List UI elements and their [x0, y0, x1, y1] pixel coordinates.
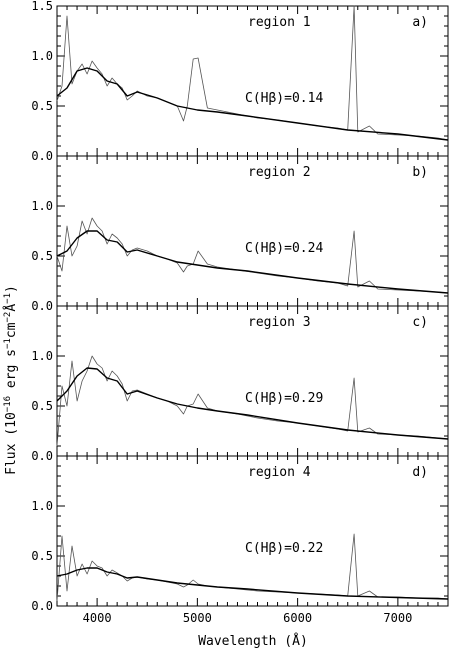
- y-tick-label: 0.5: [31, 249, 53, 263]
- panel-letter: a): [412, 15, 428, 30]
- x-axis-title: Wavelength (Å): [198, 633, 308, 649]
- panel-2: 0.0 0.5 1.0 region 2 b) C(Hβ)=0.24: [31, 155, 449, 313]
- y-tick-label: 1.5: [31, 0, 53, 13]
- model-spectrum: [56, 367, 449, 440]
- model-spectrum: [56, 67, 449, 141]
- extinction-label: C(Hβ)=0.24: [245, 241, 323, 256]
- x-tick-label: 4000: [83, 611, 112, 625]
- y-tick-label: 0.5: [31, 99, 53, 113]
- y-title-cm: cm: [4, 322, 19, 338]
- panel-3: 0.0 0.5 1.0 region 3 c) C(Hβ)=0.29: [31, 305, 449, 463]
- y-title-exp3: −2: [3, 312, 13, 323]
- model-spectrum: [56, 567, 449, 600]
- y-tick-label: 1.0: [31, 499, 53, 513]
- y-title-exp2: −1: [3, 338, 13, 349]
- y-title-ang: Å: [3, 304, 19, 312]
- y-title-exp1: −16: [3, 396, 13, 412]
- y-tick-label: 1.0: [31, 49, 53, 63]
- region-label: region 1: [248, 15, 311, 30]
- y-title-exp4: −1: [3, 293, 13, 304]
- model-spectrum: [56, 230, 449, 294]
- extinction-label: C(Hβ)=0.29: [245, 391, 323, 406]
- y-title-pre: Flux (10: [4, 412, 19, 475]
- observed-spectrum: [56, 217, 449, 294]
- y-title-mid: erg s: [4, 349, 19, 396]
- x-tick-label: 7000: [383, 611, 412, 625]
- observed-spectrum: [56, 533, 449, 602]
- region-label: region 3: [248, 315, 311, 330]
- observed-spectrum: [56, 5, 449, 141]
- panel-4: 0.0 0.5 1.0 region 4 d) C(Hβ)=0.22: [31, 455, 449, 613]
- y-title-post: ): [4, 285, 19, 293]
- y-tick-label: 0.5: [31, 549, 53, 563]
- extinction-label: C(Hβ)=0.14: [245, 91, 323, 106]
- x-tick-label: 6000: [283, 611, 312, 625]
- y-tick-label: 0.0: [31, 599, 53, 613]
- panel-1: 0.0 0.5 1.0 1.5 region 1 a) C(Hβ)=0.14: [31, 0, 449, 163]
- y-tick-label: 0.0: [31, 149, 53, 163]
- x-tick-label: 5000: [183, 611, 212, 625]
- y-tick-label: 0.0: [31, 299, 53, 313]
- y-tick-label: 0.0: [31, 449, 53, 463]
- y-tick-label: 1.0: [31, 199, 53, 213]
- panel-frame: [56, 455, 449, 607]
- region-label: region 2: [248, 165, 311, 180]
- y-axis-title: Flux (10−16 erg s−1cm−2Å−1): [3, 285, 19, 475]
- region-label: region 4: [248, 465, 311, 480]
- panels-group: 0.0 0.5 1.0 1.5 region 1 a) C(Hβ)=0.14 0.0 0.5 1.…: [31, 0, 449, 625]
- panel-letter: c): [412, 315, 428, 330]
- y-tick-label: 0.5: [31, 399, 53, 413]
- observed-spectrum: [56, 355, 449, 447]
- panel-letter: d): [412, 465, 428, 480]
- extinction-label: C(Hβ)=0.22: [245, 541, 323, 556]
- y-tick-label: 1.0: [31, 349, 53, 363]
- panel-letter: b): [412, 165, 428, 180]
